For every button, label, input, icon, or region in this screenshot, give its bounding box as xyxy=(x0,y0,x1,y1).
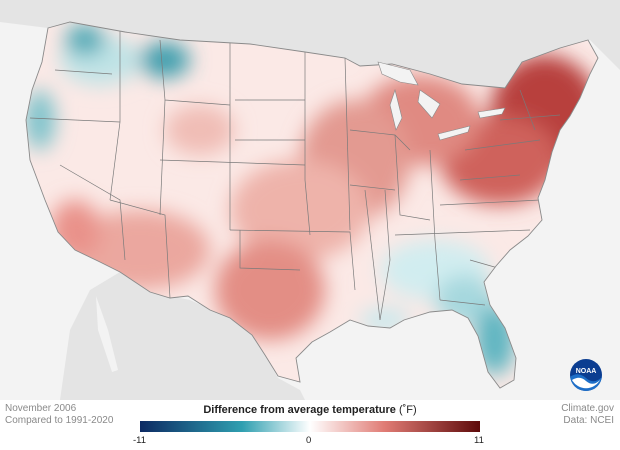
legend-title-text: Difference from average temperature xyxy=(203,404,396,416)
lake-erie xyxy=(437,125,471,141)
legend-unit: (˚F) xyxy=(398,404,417,416)
legend-min-label: -11 xyxy=(133,435,147,446)
temperature-anomaly-map xyxy=(0,0,620,400)
canada-landmass xyxy=(0,0,620,88)
lake-huron xyxy=(417,89,441,119)
gulf-of-california xyxy=(96,296,118,372)
svg-text:NOAA: NOAA xyxy=(576,368,597,375)
legend-title: Difference from average temperature (˚F) xyxy=(140,404,480,416)
credit-label: Climate.gov xyxy=(561,403,614,414)
mexico-landmass xyxy=(60,272,305,400)
noaa-logo: NOAA xyxy=(569,358,603,392)
baseline-label: Compared to 1991-2020 xyxy=(5,415,114,426)
color-scale-bar xyxy=(140,421,480,432)
lake-superior xyxy=(377,61,419,86)
lake-ontario xyxy=(477,107,506,119)
legend-max-label: 11 xyxy=(474,435,484,446)
legend-mid-label: 0 xyxy=(306,435,312,446)
data-source-label: Data: NCEI xyxy=(563,415,614,426)
period-label: November 2006 xyxy=(5,403,77,414)
state-borders xyxy=(29,30,561,321)
lake-michigan xyxy=(389,88,403,131)
footer: November 2006 Compared to 1991-2020 Diff… xyxy=(0,400,620,450)
